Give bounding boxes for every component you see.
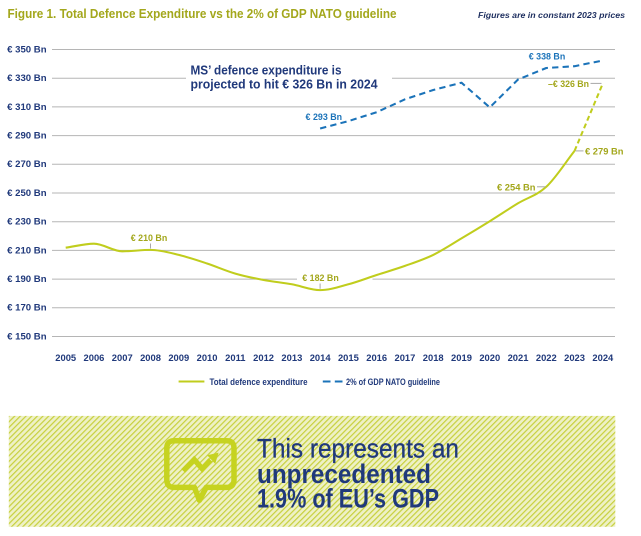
svg-text:–€ 326 Bn: –€ 326 Bn [548,79,589,90]
svg-text:€ 350 Bn: € 350 Bn [7,44,47,55]
svg-text:2022: 2022 [536,352,557,363]
svg-text:€ 270 Bn: € 270 Bn [7,159,47,170]
svg-text:2013: 2013 [281,352,302,363]
svg-text:2% of GDP NATO guideline: 2% of GDP NATO guideline [346,377,440,387]
svg-text:2010: 2010 [197,352,218,363]
svg-text:€ 190 Bn: € 190 Bn [7,274,47,285]
svg-text:2024: 2024 [592,352,614,363]
svg-text:2023: 2023 [564,352,585,363]
svg-text:2016: 2016 [366,352,387,363]
svg-text:€ 250 Bn: € 250 Bn [7,188,47,199]
svg-text:Figures are in constant 2023 p: Figures are in constant 2023 prices [478,10,625,20]
svg-text:€ 279 Bn: € 279 Bn [585,146,624,157]
svg-text:2019: 2019 [451,352,472,363]
svg-text:€ 254 Bn: € 254 Bn [497,182,536,193]
svg-text:2008: 2008 [140,352,161,363]
svg-text:2018: 2018 [423,352,444,363]
svg-text:€ 290 Bn: € 290 Bn [7,131,47,142]
svg-text:Total defence expenditure: Total defence expenditure [210,377,308,387]
svg-text:2017: 2017 [395,352,416,363]
svg-text:Figure 1. Total Defence Expend: Figure 1. Total Defence Expenditure vs t… [8,7,397,21]
svg-text:€ 230 Bn: € 230 Bn [7,217,47,228]
svg-text:€ 330 Bn: € 330 Bn [7,73,47,84]
svg-text:unprecedented: unprecedented [257,459,431,489]
svg-text:€ 310 Bn: € 310 Bn [7,102,47,113]
svg-text:MS’ defence expenditure is: MS’ defence expenditure is [191,63,342,78]
svg-text:2021: 2021 [508,352,529,363]
svg-text:projected to hit € 326 Bn in 2: projected to hit € 326 Bn in 2024 [191,76,379,91]
svg-text:2006: 2006 [84,352,105,363]
svg-text:€ 338 Bn: € 338 Bn [529,51,566,62]
svg-text:€ 182 Bn: € 182 Bn [302,273,339,284]
svg-text:€ 150 Bn: € 150 Bn [7,331,47,342]
svg-text:€ 293 Bn: € 293 Bn [306,112,343,123]
svg-text:€ 170 Bn: € 170 Bn [7,303,47,314]
svg-text:2007: 2007 [112,352,133,363]
svg-text:2014: 2014 [310,352,332,363]
svg-text:2011: 2011 [225,352,245,363]
svg-text:€ 210 Bn: € 210 Bn [131,233,168,244]
svg-text:2005: 2005 [55,352,76,363]
svg-text:2015: 2015 [338,352,359,363]
svg-text:2020: 2020 [479,352,500,363]
svg-text:2012: 2012 [253,352,274,363]
svg-text:This represents an: This represents an [257,434,459,464]
svg-text:2009: 2009 [168,352,189,363]
svg-text:€ 210 Bn: € 210 Bn [7,245,47,256]
svg-text:1.9% of EU’s GDP: 1.9% of EU’s GDP [257,484,439,514]
